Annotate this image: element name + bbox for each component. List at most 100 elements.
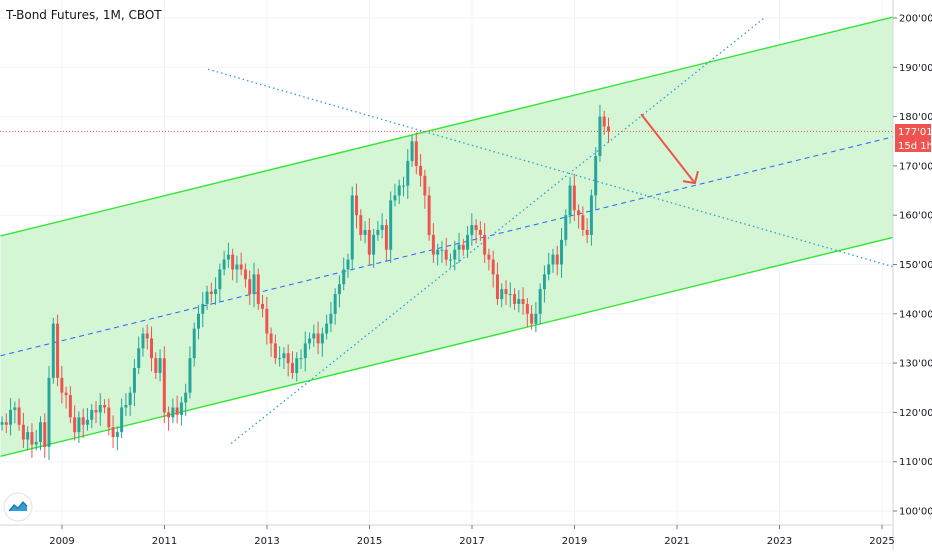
candle-body bbox=[265, 308, 269, 334]
candle-body bbox=[504, 289, 508, 295]
candle-body bbox=[427, 195, 431, 235]
candle-body bbox=[500, 289, 504, 300]
candle-body bbox=[222, 259, 226, 270]
candle-body bbox=[167, 412, 171, 418]
candle-body bbox=[218, 269, 222, 290]
candle-body bbox=[150, 338, 154, 359]
projection-arrow-shaft bbox=[640, 113, 696, 184]
last-price-label: 177'01 bbox=[898, 127, 932, 138]
candle-body bbox=[171, 407, 175, 418]
candle-body bbox=[380, 225, 384, 230]
candle-body bbox=[21, 424, 25, 440]
countdown-label: 15d 1h bbox=[898, 141, 932, 152]
tradingview-logo[interactable] bbox=[3, 492, 33, 522]
candle-body bbox=[98, 405, 102, 413]
candle-body bbox=[26, 432, 30, 440]
candle-body bbox=[517, 299, 521, 304]
candle-body bbox=[359, 215, 363, 235]
candle-body bbox=[13, 407, 17, 410]
candle-body bbox=[342, 269, 346, 285]
candle-body bbox=[376, 229, 380, 235]
candle-body bbox=[107, 407, 111, 428]
candle-body bbox=[602, 116, 606, 127]
chart-title: T-Bond Futures, 1M, CBOT bbox=[5, 8, 162, 22]
candle-body bbox=[261, 303, 265, 309]
x-tick-label: 2025 bbox=[869, 536, 894, 547]
candle-body bbox=[239, 264, 243, 270]
candle-body bbox=[120, 407, 124, 433]
candle-body bbox=[461, 244, 465, 250]
price-axis-bg[interactable] bbox=[893, 0, 932, 550]
projection-arrow-head bbox=[682, 170, 699, 185]
candle-body bbox=[448, 259, 452, 261]
candle-body bbox=[34, 441, 38, 445]
candle-body bbox=[423, 175, 427, 196]
candle-body bbox=[440, 249, 444, 251]
candle-body bbox=[56, 323, 60, 378]
candle-body bbox=[154, 358, 158, 373]
candle-body bbox=[158, 358, 162, 373]
y-tick-label: 130'00 bbox=[899, 359, 932, 370]
candle-body bbox=[43, 422, 47, 447]
price-axis[interactable]: 100'00 110'00 120'00 130'00 140'00 150'00 160'… bbox=[893, 14, 932, 518]
candle-body bbox=[320, 333, 324, 344]
x-tick-label: 2017 bbox=[459, 536, 484, 547]
overlays bbox=[0, 113, 893, 185]
x-tick-label: 2013 bbox=[254, 536, 279, 547]
candle-body bbox=[560, 239, 564, 265]
candle-body bbox=[572, 185, 576, 211]
candle-body bbox=[367, 229, 371, 255]
candle-body bbox=[145, 333, 149, 339]
candle-body bbox=[419, 165, 423, 176]
candle-body bbox=[329, 313, 333, 324]
candle-body bbox=[384, 225, 388, 250]
candle-body bbox=[256, 274, 260, 304]
x-tick-label: 2011 bbox=[152, 536, 177, 547]
candle-body bbox=[81, 417, 85, 425]
candle-body bbox=[414, 141, 418, 166]
candle-body bbox=[278, 358, 282, 360]
time-axis[interactable]: 2009 2011 2013 2015 2017 2019 2021 2023 2025 bbox=[49, 525, 895, 547]
candle-body bbox=[337, 284, 341, 295]
candle-body bbox=[312, 333, 316, 339]
candle-body bbox=[444, 249, 448, 260]
candle-body bbox=[308, 338, 312, 344]
candle-body bbox=[162, 358, 166, 413]
candle-body bbox=[594, 156, 598, 196]
candle-body bbox=[393, 195, 397, 201]
candle-body bbox=[436, 249, 440, 255]
candle-body bbox=[64, 392, 68, 396]
candle-body bbox=[598, 116, 602, 157]
candle-body bbox=[397, 185, 401, 196]
price-labels: 177'01 15d 1h bbox=[895, 124, 932, 152]
candle-body bbox=[303, 343, 307, 359]
candle-body bbox=[179, 402, 183, 415]
candle-body bbox=[474, 225, 478, 230]
channel-lower-line bbox=[0, 235, 898, 458]
candle-body bbox=[551, 254, 555, 265]
candle-body bbox=[17, 407, 21, 425]
candle-body bbox=[226, 254, 230, 260]
y-tick-label: 120'00 bbox=[899, 408, 932, 419]
candle-body bbox=[316, 333, 320, 344]
candle-body bbox=[252, 274, 256, 295]
candle-body bbox=[85, 419, 89, 425]
candle-body bbox=[295, 358, 299, 373]
candle-body bbox=[188, 358, 192, 393]
regression-channel bbox=[0, 15, 898, 458]
candle-body bbox=[568, 185, 572, 216]
candle-body bbox=[542, 274, 546, 290]
channel-upper-line bbox=[0, 15, 898, 237]
candle-body bbox=[243, 269, 247, 280]
ascending-trendline bbox=[230, 17, 765, 444]
candle-body bbox=[73, 417, 77, 433]
y-tick-label: 170'00 bbox=[899, 161, 932, 172]
countdown-badge bbox=[895, 138, 931, 152]
candle-body bbox=[325, 323, 329, 334]
candle-body bbox=[453, 249, 457, 260]
candle-body bbox=[585, 229, 589, 235]
trend-drawings bbox=[207, 17, 898, 444]
y-tick-label: 180'00 bbox=[899, 112, 932, 123]
